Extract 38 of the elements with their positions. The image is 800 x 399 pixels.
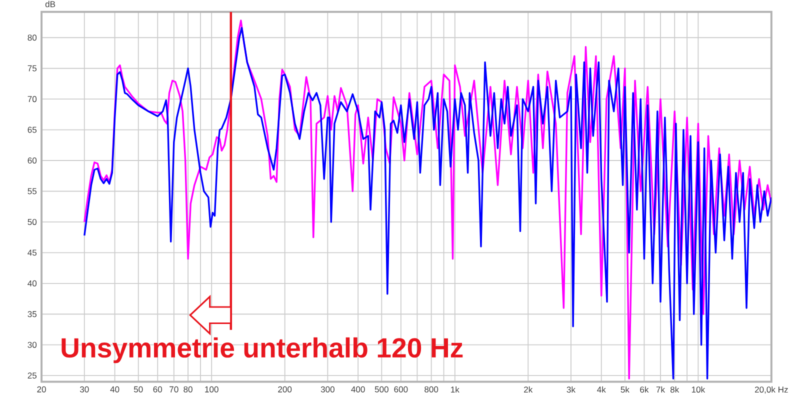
x-tick-label: 80 <box>184 386 192 392</box>
x-tick-label: 10k <box>692 386 706 392</box>
y-tick-label: 60 <box>28 157 37 164</box>
y-tick-label: 55 <box>28 188 37 194</box>
y-tick-label: 25 <box>28 372 37 378</box>
x-tick-label: 600 <box>394 386 408 392</box>
x-tick-label: 300 <box>320 386 334 392</box>
y-tick-label: 65 <box>28 126 37 133</box>
x-tick-label: 40 <box>110 386 120 392</box>
x-tick-label: 200 <box>278 386 292 392</box>
y-tick-label: 80 <box>28 34 37 40</box>
x-tick-label: 20 <box>37 386 46 392</box>
x-tick-label: 2k <box>524 386 533 392</box>
y-tick-label: 75 <box>28 65 37 72</box>
x-tick-label: 4k <box>597 386 606 392</box>
x-tick-label: 5k <box>620 386 630 392</box>
y-tick-label: 50 <box>28 218 37 225</box>
x-tick-label: 30 <box>80 386 89 392</box>
y-tick-label: 30 <box>28 342 37 348</box>
x-tick-label: 500 <box>374 386 388 392</box>
x-tick-label: 800 <box>424 386 438 392</box>
x-tick-label: 20,0k Hz <box>754 386 788 394</box>
y-tick-label: 70 <box>28 96 37 102</box>
y-tick-label: 35 <box>28 310 37 317</box>
annotation: Unsymmetrie unterhalb 120 Hz <box>62 337 463 363</box>
y-axis-title: dB <box>45 0 56 7</box>
x-tick-label: 1k <box>451 386 460 392</box>
x-tick-label: 8k <box>670 386 680 392</box>
x-tick-label: 50 <box>134 386 143 392</box>
x-tick-label: 7k <box>656 386 666 392</box>
x-tick-label: 3k <box>566 386 576 392</box>
x-tick-label: 70 <box>170 386 178 392</box>
x-tick-label: 60 <box>153 386 162 392</box>
x-tick-label: 100 <box>205 386 218 392</box>
x-tick-label: 6k <box>640 386 649 392</box>
y-tick-label: 40 <box>28 280 37 286</box>
y-tick-label: 45 <box>28 249 37 256</box>
x-tick-label: 400 <box>351 386 365 392</box>
